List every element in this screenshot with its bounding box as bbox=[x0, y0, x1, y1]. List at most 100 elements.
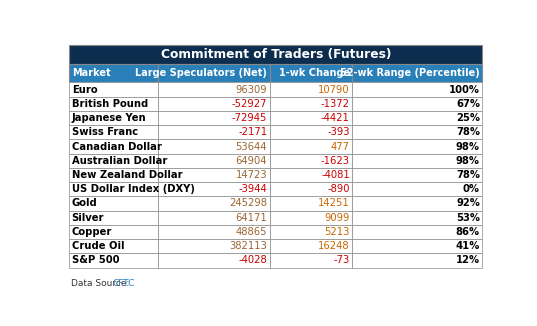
Text: -890: -890 bbox=[327, 184, 350, 194]
Text: Crude Oil: Crude Oil bbox=[72, 241, 124, 251]
Bar bbox=[352, 225, 482, 239]
Bar bbox=[270, 196, 352, 211]
Bar bbox=[158, 225, 270, 239]
Bar bbox=[352, 154, 482, 168]
Bar bbox=[69, 211, 158, 225]
Text: 10790: 10790 bbox=[318, 85, 350, 95]
Bar bbox=[69, 45, 482, 64]
Text: 98%: 98% bbox=[456, 141, 480, 152]
Text: Silver: Silver bbox=[72, 213, 104, 223]
Text: 9099: 9099 bbox=[324, 213, 350, 223]
Text: 382113: 382113 bbox=[229, 241, 267, 251]
Text: 86%: 86% bbox=[456, 227, 480, 237]
Text: 1-wk Change: 1-wk Change bbox=[279, 68, 350, 78]
Bar bbox=[270, 154, 352, 168]
Text: British Pound: British Pound bbox=[72, 99, 148, 109]
Text: -72945: -72945 bbox=[232, 113, 267, 123]
Bar bbox=[69, 182, 158, 196]
Bar bbox=[158, 82, 270, 97]
Text: Large Speculators (Net): Large Speculators (Net) bbox=[135, 68, 267, 78]
Text: 477: 477 bbox=[331, 141, 350, 152]
Text: Swiss Franc: Swiss Franc bbox=[72, 127, 138, 137]
Text: 48865: 48865 bbox=[236, 227, 267, 237]
Bar bbox=[69, 140, 158, 154]
Text: 64904: 64904 bbox=[236, 156, 267, 166]
Text: 5213: 5213 bbox=[324, 227, 350, 237]
Text: CFTC: CFTC bbox=[112, 279, 134, 289]
Bar bbox=[69, 196, 158, 211]
Bar bbox=[352, 196, 482, 211]
Bar bbox=[158, 253, 270, 268]
Bar bbox=[270, 239, 352, 253]
Bar bbox=[69, 253, 158, 268]
Bar bbox=[158, 140, 270, 154]
Text: -73: -73 bbox=[333, 256, 350, 265]
Text: Copper: Copper bbox=[72, 227, 112, 237]
Bar bbox=[352, 239, 482, 253]
Text: 25%: 25% bbox=[456, 113, 480, 123]
Text: New Zealand Dollar: New Zealand Dollar bbox=[72, 170, 183, 180]
Bar bbox=[158, 111, 270, 125]
Bar bbox=[270, 125, 352, 140]
Bar bbox=[352, 64, 482, 82]
Text: -4421: -4421 bbox=[321, 113, 350, 123]
Bar bbox=[352, 111, 482, 125]
Bar bbox=[270, 140, 352, 154]
Bar bbox=[352, 125, 482, 140]
Text: 96309: 96309 bbox=[236, 85, 267, 95]
Bar bbox=[352, 140, 482, 154]
Bar bbox=[69, 97, 158, 111]
Text: -393: -393 bbox=[327, 127, 350, 137]
Text: 52-wk Range (Percentile): 52-wk Range (Percentile) bbox=[340, 68, 480, 78]
Bar bbox=[352, 82, 482, 97]
Text: 78%: 78% bbox=[456, 170, 480, 180]
Text: 67%: 67% bbox=[456, 99, 480, 109]
Text: 64171: 64171 bbox=[235, 213, 267, 223]
Bar bbox=[158, 211, 270, 225]
Bar bbox=[69, 154, 158, 168]
Text: S&P 500: S&P 500 bbox=[72, 256, 119, 265]
Text: -2171: -2171 bbox=[238, 127, 267, 137]
Text: Commitment of Traders (Futures): Commitment of Traders (Futures) bbox=[161, 48, 391, 61]
Bar bbox=[69, 239, 158, 253]
Text: -1372: -1372 bbox=[321, 99, 350, 109]
Bar bbox=[352, 211, 482, 225]
Text: Australian Dollar: Australian Dollar bbox=[72, 156, 167, 166]
Text: 16248: 16248 bbox=[318, 241, 350, 251]
Bar bbox=[69, 111, 158, 125]
Bar bbox=[352, 253, 482, 268]
Text: 0%: 0% bbox=[463, 184, 480, 194]
Text: US Dollar Index (DXY): US Dollar Index (DXY) bbox=[72, 184, 194, 194]
Text: -52927: -52927 bbox=[231, 99, 267, 109]
Text: Gold: Gold bbox=[72, 199, 97, 209]
Bar bbox=[69, 225, 158, 239]
Bar bbox=[270, 253, 352, 268]
Text: Data Source:: Data Source: bbox=[71, 279, 133, 289]
Bar bbox=[270, 64, 352, 82]
Text: Euro: Euro bbox=[72, 85, 97, 95]
Text: 14723: 14723 bbox=[236, 170, 267, 180]
Text: Japanese Yen: Japanese Yen bbox=[72, 113, 146, 123]
Bar bbox=[270, 111, 352, 125]
Bar bbox=[158, 168, 270, 182]
Text: -1623: -1623 bbox=[321, 156, 350, 166]
Bar bbox=[352, 168, 482, 182]
Text: -4028: -4028 bbox=[238, 256, 267, 265]
Bar bbox=[270, 168, 352, 182]
Text: 53%: 53% bbox=[456, 213, 480, 223]
Text: 100%: 100% bbox=[449, 85, 480, 95]
Text: 53644: 53644 bbox=[236, 141, 267, 152]
Text: 14251: 14251 bbox=[318, 199, 350, 209]
Bar bbox=[69, 168, 158, 182]
Bar bbox=[158, 97, 270, 111]
Bar bbox=[158, 239, 270, 253]
Bar bbox=[69, 125, 158, 140]
Bar bbox=[158, 196, 270, 211]
Bar bbox=[352, 182, 482, 196]
Text: Market: Market bbox=[72, 68, 110, 78]
Text: Canadian Dollar: Canadian Dollar bbox=[72, 141, 162, 152]
Bar bbox=[270, 82, 352, 97]
Bar bbox=[270, 211, 352, 225]
Text: 41%: 41% bbox=[455, 241, 480, 251]
Text: 92%: 92% bbox=[456, 199, 480, 209]
